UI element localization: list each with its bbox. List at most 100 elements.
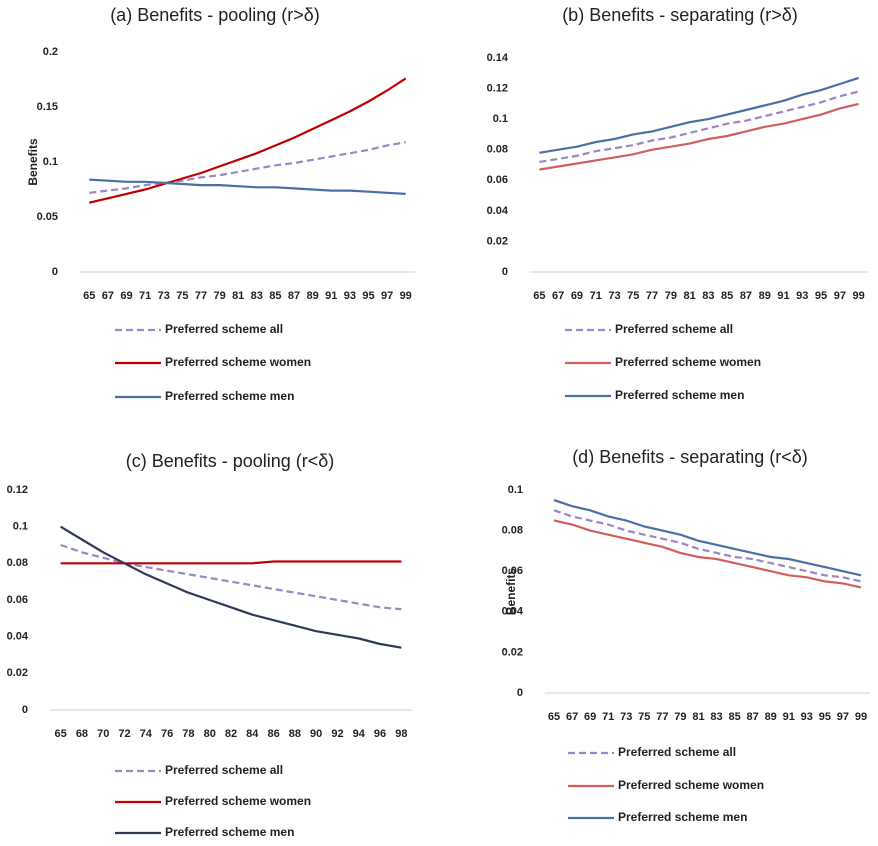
x-tick-label: 86 [267,728,279,740]
x-tick-label: 82 [225,728,237,740]
y-tick-label: 0.02 [7,667,28,679]
x-tick-label: 71 [602,711,614,723]
x-tick-label: 76 [161,728,173,740]
y-tick-label: 0 [517,687,523,699]
x-tick-label: 93 [801,711,813,723]
x-tick-label: 65 [55,728,67,740]
x-tick-label: 93 [344,290,356,302]
x-tick-label: 70 [97,728,109,740]
y-tick-label: 0.04 [502,606,524,618]
x-tick-label: 67 [566,711,578,723]
x-tick-label: 95 [815,290,827,302]
series-line [553,509,862,583]
y-tick-label: 0.06 [487,174,508,186]
chart-title: (d) Benefits - separating (r<δ) [572,447,808,467]
x-tick-label: 99 [400,290,412,302]
y-tick-label: 0.1 [13,521,28,533]
y-axis-label: Benefits [26,138,40,186]
x-tick-label: 90 [310,728,322,740]
y-tick-label: 0.12 [7,484,28,496]
x-tick-label: 92 [331,728,343,740]
x-tick-label: 79 [213,290,225,302]
x-tick-label: 84 [246,728,259,740]
y-tick-label: 0.2 [43,46,58,58]
x-tick-label: 83 [251,290,263,302]
x-tick-label: 98 [395,728,407,740]
x-tick-label: 91 [777,290,789,302]
x-tick-label: 77 [195,290,207,302]
x-tick-label: 89 [759,290,771,302]
x-tick-label: 67 [552,290,564,302]
y-tick-label: 0.14 [487,52,509,64]
y-tick-label: 0.06 [7,594,28,606]
legend-label: Preferred scheme men [615,388,744,402]
x-tick-label: 75 [627,290,639,302]
chart-title: (b) Benefits - separating (r>δ) [562,5,798,25]
y-tick-label: 0.06 [502,565,523,577]
x-tick-label: 65 [533,290,545,302]
x-tick-label: 83 [710,711,722,723]
x-tick-label: 81 [683,290,695,302]
x-tick-label: 85 [728,711,740,723]
x-tick-label: 91 [325,290,337,302]
x-tick-label: 95 [819,711,831,723]
y-tick-label: 0.1 [508,484,523,496]
y-tick-label: 0.04 [487,205,509,217]
x-tick-label: 79 [665,290,677,302]
y-tick-label: 0 [22,704,28,716]
legend-label: Preferred scheme all [165,322,283,336]
x-tick-label: 81 [232,290,244,302]
legend-label: Preferred scheme all [618,745,736,759]
legend-label: Preferred scheme women [615,355,761,369]
y-tick-label: 0.1 [43,156,58,168]
x-tick-label: 97 [837,711,849,723]
x-tick-label: 93 [796,290,808,302]
x-tick-label: 73 [608,290,620,302]
x-tick-label: 72 [118,728,130,740]
x-tick-label: 85 [269,290,281,302]
legend-label: Preferred scheme men [165,389,294,403]
x-tick-label: 89 [307,290,319,302]
x-tick-label: 73 [620,711,632,723]
x-tick-label: 80 [204,728,216,740]
chart-title: (a) Benefits - pooling (r>δ) [110,5,320,25]
y-tick-label: 0 [52,266,58,278]
series-line [539,102,859,171]
y-tick-label: 0.02 [487,235,508,247]
x-tick-label: 68 [76,728,88,740]
series-line [553,519,862,589]
chart-title: (c) Benefits - pooling (r<δ) [126,451,335,471]
x-tick-label: 85 [721,290,733,302]
x-tick-label: 87 [288,290,300,302]
x-tick-label: 69 [571,290,583,302]
x-tick-label: 69 [120,290,132,302]
legend-label: Preferred scheme women [618,778,764,792]
series-line [60,560,402,565]
x-tick-label: 75 [176,290,188,302]
y-axis-label: Benefits [504,568,518,616]
x-tick-label: 65 [83,290,95,302]
x-tick-label: 67 [102,290,114,302]
x-tick-label: 74 [140,728,153,740]
legend-label: Preferred scheme women [165,794,311,808]
y-tick-label: 0.1 [493,113,508,125]
x-tick-label: 77 [646,290,658,302]
x-tick-label: 99 [855,711,867,723]
x-tick-label: 97 [834,290,846,302]
legend-label: Preferred scheme all [165,763,283,777]
series-line [89,77,407,204]
y-tick-label: 0.05 [37,211,58,223]
series-line [553,499,862,577]
legend-label: Preferred scheme men [618,810,747,824]
series-line [89,178,406,195]
x-tick-label: 71 [139,290,151,302]
x-tick-label: 87 [747,711,759,723]
series-line [60,525,402,649]
y-tick-label: 0.12 [487,82,508,94]
y-tick-label: 0 [502,266,508,278]
x-tick-label: 89 [765,711,777,723]
x-tick-label: 81 [692,711,704,723]
x-tick-label: 77 [656,711,668,723]
x-tick-label: 91 [783,711,795,723]
